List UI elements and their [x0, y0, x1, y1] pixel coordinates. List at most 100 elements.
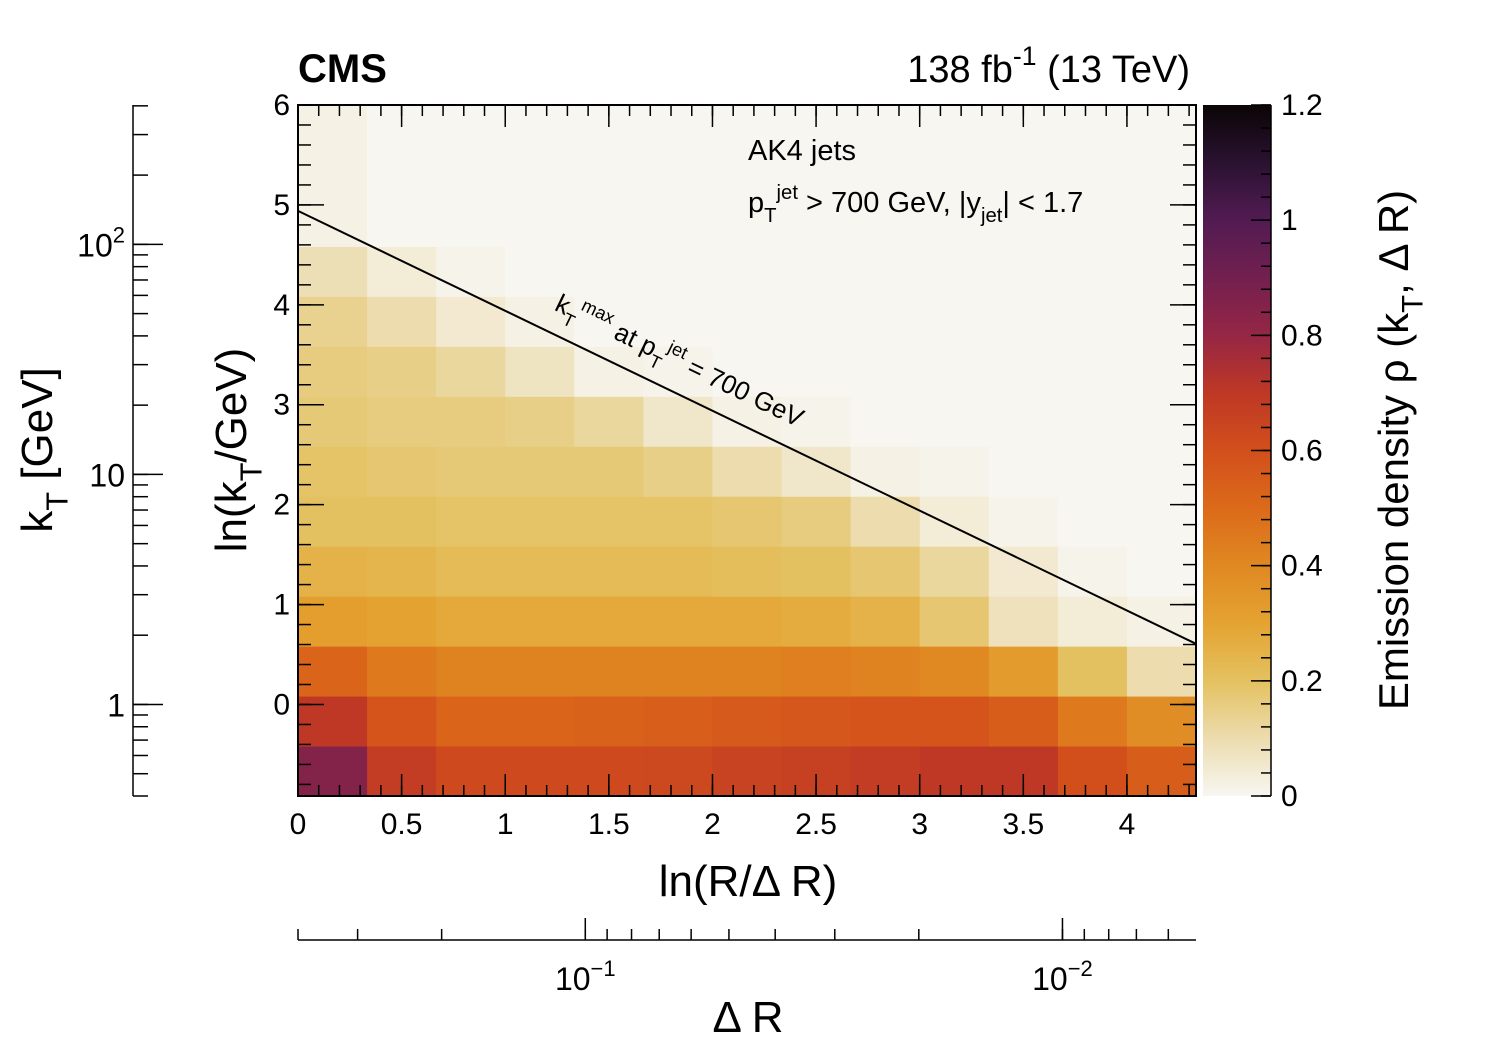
heatmap-cell: [919, 646, 990, 697]
tick-label-base: 10: [77, 227, 113, 263]
heatmap-cell: [1057, 646, 1128, 697]
tick-label: 10: [89, 457, 125, 493]
heatmap-cell: [919, 596, 990, 647]
heatmap-cell: [298, 396, 368, 447]
heatmap-cell: [1126, 196, 1197, 247]
heatmap-cell: [1057, 346, 1128, 397]
heatmap-cell: [712, 596, 783, 647]
heatmap-cell: [574, 446, 644, 497]
heatmap-cell: [712, 646, 783, 697]
heatmap-cell: [1057, 596, 1128, 647]
y-tick-label: 4: [273, 289, 290, 322]
heatmap-cell: [850, 396, 921, 447]
colorbar-label: Emission density ρ (kT, Δ R): [1370, 190, 1430, 710]
heatmap-cell: [643, 546, 713, 597]
heatmap-cell: [850, 746, 921, 797]
heatmap-cell: [367, 146, 437, 198]
heatmap-cell: [367, 196, 437, 247]
heatmap-cell: [988, 396, 1059, 447]
heatmap-cell: [298, 696, 368, 747]
heatmap-cell: [643, 246, 713, 297]
heatmap-cell: [505, 146, 575, 198]
x-tick-label: 2.5: [795, 808, 837, 841]
y-tick-label: 5: [273, 189, 290, 222]
annotation-part: > 700 GeV, |y: [798, 187, 982, 219]
heatmap-cell: [574, 696, 644, 747]
heatmap-cell: [919, 446, 990, 497]
annotation-part: p: [748, 187, 764, 219]
heatmap-cell: [367, 646, 437, 697]
heatmap-cell: [1057, 446, 1128, 497]
y-tick-label: 6: [273, 89, 290, 122]
heatmap-cell: [298, 446, 368, 497]
kt-axis-label: kT [GeV]: [13, 367, 74, 533]
y-axis-label: ln(kT/GeV): [207, 348, 268, 553]
heatmap-cell: [367, 446, 437, 497]
heatmap-cell: [643, 346, 713, 397]
heatmap-cell: [1126, 296, 1197, 347]
dr-axis-label: Δ R: [713, 993, 784, 1042]
heatmap-cell: [574, 596, 644, 647]
heatmap-cell: [919, 746, 990, 797]
heatmap-cell: [505, 496, 575, 547]
heatmap-cell: [712, 196, 783, 247]
heatmap-cell: [298, 346, 368, 397]
lumi-label-part: -1: [1013, 41, 1037, 71]
heatmap-cell: [850, 596, 921, 647]
heatmap-cell: [367, 396, 437, 447]
tick-label-exponent: −2: [1068, 956, 1093, 981]
tick-label-exponent: −1: [591, 956, 616, 981]
heatmap-cell: [1126, 746, 1197, 797]
heatmap-cell: [850, 696, 921, 747]
x-tick-label: 0.5: [381, 808, 423, 841]
heatmap-cell: [367, 546, 437, 597]
heatmap-cell: [988, 696, 1059, 747]
heatmap-cell: [1126, 646, 1197, 697]
heatmap-cell: [781, 646, 852, 697]
x-tick-label: 3: [911, 808, 928, 841]
heatmap-cell: [988, 296, 1059, 347]
heatmap-cell: [712, 146, 783, 198]
heatmap-cell: [1126, 696, 1197, 747]
heatmap-cell: [1057, 146, 1128, 198]
heatmap-cell: [1057, 496, 1128, 547]
heatmap-cell: [850, 105, 921, 148]
heatmap-cell: [850, 496, 921, 547]
kt-axis-label-part: [GeV]: [13, 367, 62, 492]
annotation-part: AK4 jets: [748, 135, 856, 167]
heatmap-cell: [436, 196, 506, 247]
heatmap-cell: [298, 646, 368, 697]
heatmap-cell: [850, 646, 921, 697]
heatmap-cell: [505, 546, 575, 597]
colorbar-label-part: , Δ R): [1370, 190, 1417, 295]
heatmap-cell: [781, 246, 852, 297]
tick-label: 102: [77, 222, 125, 263]
heatmap-cell: [643, 196, 713, 247]
heatmap-cell: [712, 496, 783, 547]
x-axis-label: ln(R/Δ R): [659, 857, 838, 906]
heatmap-cell: [643, 446, 713, 497]
colorbar-label-part: Emission density ρ (k: [1370, 312, 1417, 710]
heatmap-cell: [298, 596, 368, 647]
heatmap-cell: [988, 346, 1059, 397]
heatmap-cell: [919, 246, 990, 297]
heatmap-cell: [643, 296, 713, 347]
x-tick-label: 2: [704, 808, 721, 841]
tick-label: 10−2: [1032, 956, 1093, 997]
heatmap-cell: [298, 296, 368, 347]
heatmap-cell: [919, 546, 990, 597]
heatmap-cell: [712, 346, 783, 397]
heatmap-cell: [988, 146, 1059, 198]
heatmap-cell: [436, 596, 506, 647]
annotation-part: T: [764, 205, 776, 227]
x-tick-label: 4: [1119, 808, 1136, 841]
colorbar-tick-label: 1.2: [1281, 89, 1323, 122]
heatmap-cell: [850, 196, 921, 247]
heatmap-cell: [436, 696, 506, 747]
heatmap-cell: [1126, 105, 1197, 148]
lumi-label: 138 fb-1 (13 TeV): [907, 41, 1190, 91]
heatmap-cell: [643, 746, 713, 797]
heatmap-cell: [436, 396, 506, 447]
heatmap-cell: [988, 496, 1059, 547]
